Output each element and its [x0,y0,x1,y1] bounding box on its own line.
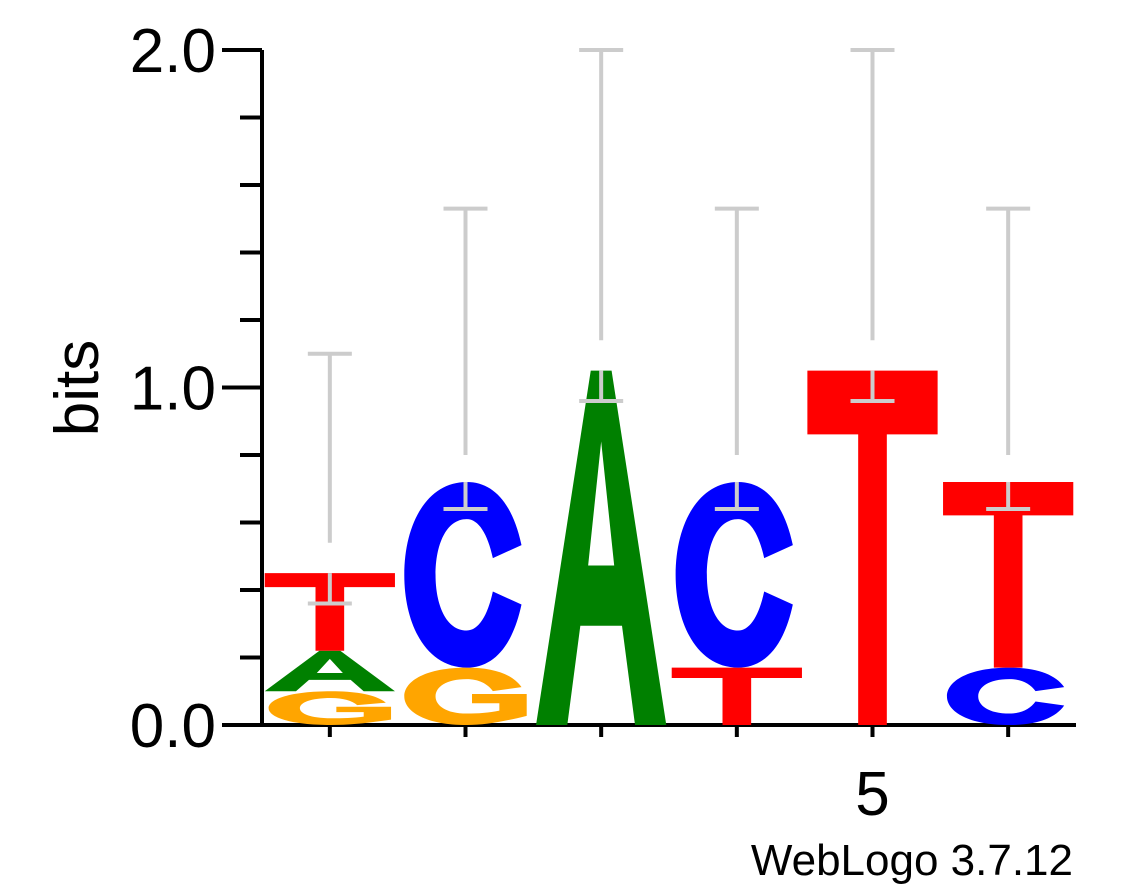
letter-c-pos6 [946,667,1065,725]
x-tick-label: 5 [855,760,889,829]
x-ticks: 5 [327,725,1011,829]
y-ticks: 0.0 1.0 2.0 [130,17,262,761]
error-bar-pos2 [443,206,488,511]
y-tick-label: 1.0 [130,355,216,424]
y-tick-label: 2.0 [130,17,216,86]
axes [260,50,1076,727]
letter-t-pos1 [264,573,395,651]
footer-label: WebLogo 3.7.12 [751,836,1073,885]
letter-t-pos6 [943,482,1074,668]
error-bar-pos5 [850,48,895,403]
letter-t-pos5 [807,370,938,725]
letter-a-pos1 [264,650,395,692]
error-bar-pos3 [579,48,624,403]
letter-t-pos4 [671,667,802,725]
letter-c-pos2 [404,482,522,668]
y-tick-label: 0.0 [130,692,216,761]
y-axis-label: bits [43,340,112,436]
letter-c-pos4 [675,482,793,668]
letter-a-pos3 [536,370,667,725]
error-bars [307,48,1031,606]
letter-stacks [264,370,1074,725]
letter-g-pos2 [404,667,527,725]
letter-g-pos1 [268,691,392,725]
error-bar-pos6 [986,206,1031,511]
error-bar-pos1 [307,351,352,606]
error-bar-pos4 [714,206,759,511]
